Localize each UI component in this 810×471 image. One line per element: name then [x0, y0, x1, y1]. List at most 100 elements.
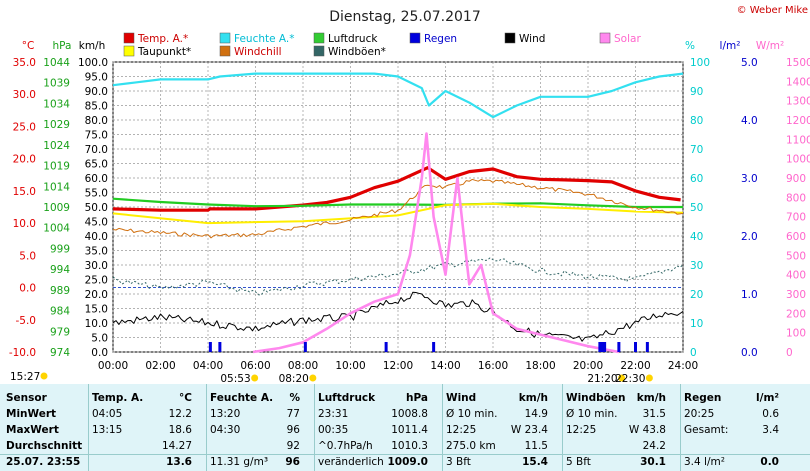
axis-tick-label: 984: [50, 306, 70, 318]
axis-tick-label: 25.0: [85, 275, 108, 287]
time-marker-label: 08:20: [279, 373, 309, 384]
table-cell-note: 3.4 l/m²: [684, 456, 725, 468]
x-tick-label: 12:00: [383, 360, 413, 372]
summary-table: Sensor Temp. A. °C Feuchte A.% Luftdruck hPa W…: [0, 384, 810, 471]
axis-tick-label: 30.0: [13, 89, 36, 101]
axis-tick-label: 55.0: [85, 188, 108, 200]
table-cell-note: 11.31 g/m³: [210, 456, 269, 468]
series-wind: [112, 291, 684, 342]
table-column-unit: l/m²: [756, 392, 779, 404]
axis-tick-label: 25.0: [13, 121, 36, 133]
table-cell-value: 12.2: [168, 408, 192, 420]
table-row-label: Durchschnitt: [6, 440, 83, 452]
series-windb-en: [112, 257, 684, 296]
table-cell-note: 5 Bft: [566, 456, 591, 468]
axis-tick-label: 994: [50, 264, 70, 276]
table-cell-note: 20:25: [684, 408, 715, 420]
axis-tick-label: 5.0: [19, 250, 36, 262]
axis-tick-label: 1500: [786, 57, 810, 69]
axis-tick-label: 95.0: [85, 72, 108, 84]
legend-swatch: [599, 32, 611, 44]
axis-tick-label: 200: [786, 308, 806, 320]
axis-tick-label: 4.0: [741, 115, 758, 127]
axis-tick-label: 1039: [43, 78, 70, 90]
axis-tick-label: 700: [786, 212, 806, 224]
axis-tick-label: 500: [786, 250, 806, 262]
axis-tick-label: 15.0: [13, 186, 36, 198]
axis-tick-label: 979: [50, 326, 70, 338]
rain-bar: [603, 342, 607, 352]
series-feuchte-a: [112, 72, 684, 119]
x-tick-label: 04:00: [193, 360, 223, 372]
table-cell-value: 14.27: [161, 440, 192, 452]
axis-tick-label: 100: [690, 57, 710, 69]
table-cell-note: ^0.7hPa/h: [318, 440, 373, 452]
table-column-divider: [88, 384, 89, 471]
series-solar: [252, 132, 620, 354]
axis-tick-label: 800: [786, 192, 806, 204]
table-column-header: Windböen: [566, 392, 626, 404]
series-temp-a: [112, 166, 681, 212]
watermark-label: © Weber Mike: [737, 5, 808, 16]
series-luftdruck: [112, 197, 683, 209]
table-column-header: Sensor: [6, 392, 47, 404]
axis-tick-label: 300: [786, 289, 806, 301]
axis-unit-label: km/h: [79, 40, 106, 52]
table-cell-value: 18.6: [168, 424, 192, 436]
time-marker-label: 15:27: [10, 371, 40, 383]
x-tick-label: 22:00: [620, 360, 650, 372]
axis-tick-label: 989: [50, 285, 70, 297]
table-cell-value: 14.9: [524, 408, 548, 420]
legend-label: Windböen*: [328, 46, 386, 58]
axis-tick-label: 2.0: [741, 231, 758, 243]
axis-tick-label: 0.0: [741, 347, 758, 359]
legend-label: Feuchte A.*: [234, 33, 295, 45]
axis-tick-label: 5.0: [91, 333, 108, 345]
table-cell-note: 00:35: [318, 424, 349, 436]
time-marker-label: 21:20: [587, 373, 617, 384]
table-cell-value: 1011.4: [391, 424, 428, 436]
table-cell-value: 0.6: [762, 408, 779, 420]
axis-tick-label: 1044: [43, 57, 70, 69]
legend-label: Temp. A.*: [137, 33, 188, 45]
weather-chart: Dienstag, 25.07.2017 © Weber Mike Temp. A.…: [9, 5, 810, 384]
legend-label: Taupunkt*: [137, 46, 191, 58]
axis-tick-label: 70.0: [85, 144, 108, 156]
axis-unit-label: %: [685, 40, 695, 52]
x-tick-label: 20:00: [573, 360, 603, 372]
table-cell-note: Gesamt:: [684, 424, 729, 436]
legend-swatch: [313, 32, 325, 44]
axis-tick-label: 1100: [786, 134, 810, 146]
series-windchill: [112, 178, 684, 239]
table-row-label: MaxWert: [6, 424, 59, 436]
axis-tick-label: 45.0: [85, 217, 108, 229]
sun-icon: [618, 374, 626, 382]
table-column-header: Feuchte A.: [210, 392, 274, 404]
sun-icon: [645, 374, 653, 382]
table-cell-note: 3 Bft: [446, 456, 471, 468]
axis-tick-label: 900: [786, 173, 806, 185]
axis-tick-label: 60: [690, 173, 703, 185]
rain-bar: [600, 342, 604, 352]
axis-tick-label: 30: [690, 260, 703, 272]
table-cell-value: 24.2: [642, 440, 666, 452]
axis-tick-label: 15.0: [85, 304, 108, 316]
legend-label: Regen: [424, 33, 457, 45]
axis-tick-label: 80.0: [85, 115, 108, 127]
table-cell-value: 0.0: [760, 456, 779, 468]
legend-swatch: [409, 32, 421, 44]
table-cell-note: veränderlich: [318, 456, 384, 468]
x-tick-label: 10:00: [335, 360, 365, 372]
axis-tick-label: 1014: [43, 181, 70, 193]
table-column-header: Luftdruck: [318, 392, 376, 404]
table-cell-note: 23:31: [318, 408, 349, 420]
axis-tick-label: 65.0: [85, 159, 108, 171]
rain-bar: [303, 342, 307, 352]
axis-tick-label: 90: [690, 86, 703, 98]
x-tick-label: 18:00: [525, 360, 555, 372]
table-column-divider: [562, 384, 563, 471]
legend-label: Windchill: [234, 46, 282, 58]
table-cell-note: 04:05: [92, 408, 123, 420]
axis-tick-label: 1000: [786, 154, 810, 166]
